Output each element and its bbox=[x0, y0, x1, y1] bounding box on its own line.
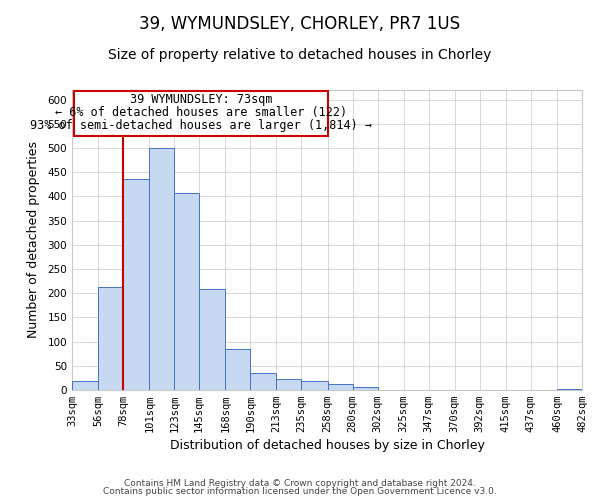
Bar bbox=[557, 389, 582, 390]
Bar bbox=[353, 386, 377, 390]
Bar bbox=[72, 382, 98, 390]
X-axis label: Distribution of detached houses by size in Chorley: Distribution of detached houses by size … bbox=[170, 440, 484, 452]
Text: Size of property relative to detached houses in Chorley: Size of property relative to detached ho… bbox=[109, 48, 491, 62]
Bar bbox=[301, 382, 328, 390]
FancyBboxPatch shape bbox=[74, 91, 328, 136]
Bar bbox=[328, 384, 353, 390]
Bar bbox=[199, 289, 226, 390]
Text: 39 WYMUNDSLEY: 73sqm: 39 WYMUNDSLEY: 73sqm bbox=[130, 93, 272, 106]
Y-axis label: Number of detached properties: Number of detached properties bbox=[28, 142, 40, 338]
Bar bbox=[123, 178, 149, 390]
Text: Contains public sector information licensed under the Open Government Licence v3: Contains public sector information licen… bbox=[103, 487, 497, 496]
Bar bbox=[174, 192, 199, 390]
Bar bbox=[98, 288, 123, 390]
Text: Contains HM Land Registry data © Crown copyright and database right 2024.: Contains HM Land Registry data © Crown c… bbox=[124, 478, 476, 488]
Bar bbox=[277, 380, 301, 390]
Bar bbox=[226, 350, 250, 390]
Text: 39, WYMUNDSLEY, CHORLEY, PR7 1US: 39, WYMUNDSLEY, CHORLEY, PR7 1US bbox=[139, 15, 461, 33]
Text: ← 6% of detached houses are smaller (122): ← 6% of detached houses are smaller (122… bbox=[55, 106, 347, 119]
Text: 93% of semi-detached houses are larger (1,814) →: 93% of semi-detached houses are larger (… bbox=[30, 120, 372, 132]
Bar bbox=[149, 148, 174, 390]
Bar bbox=[250, 373, 277, 390]
